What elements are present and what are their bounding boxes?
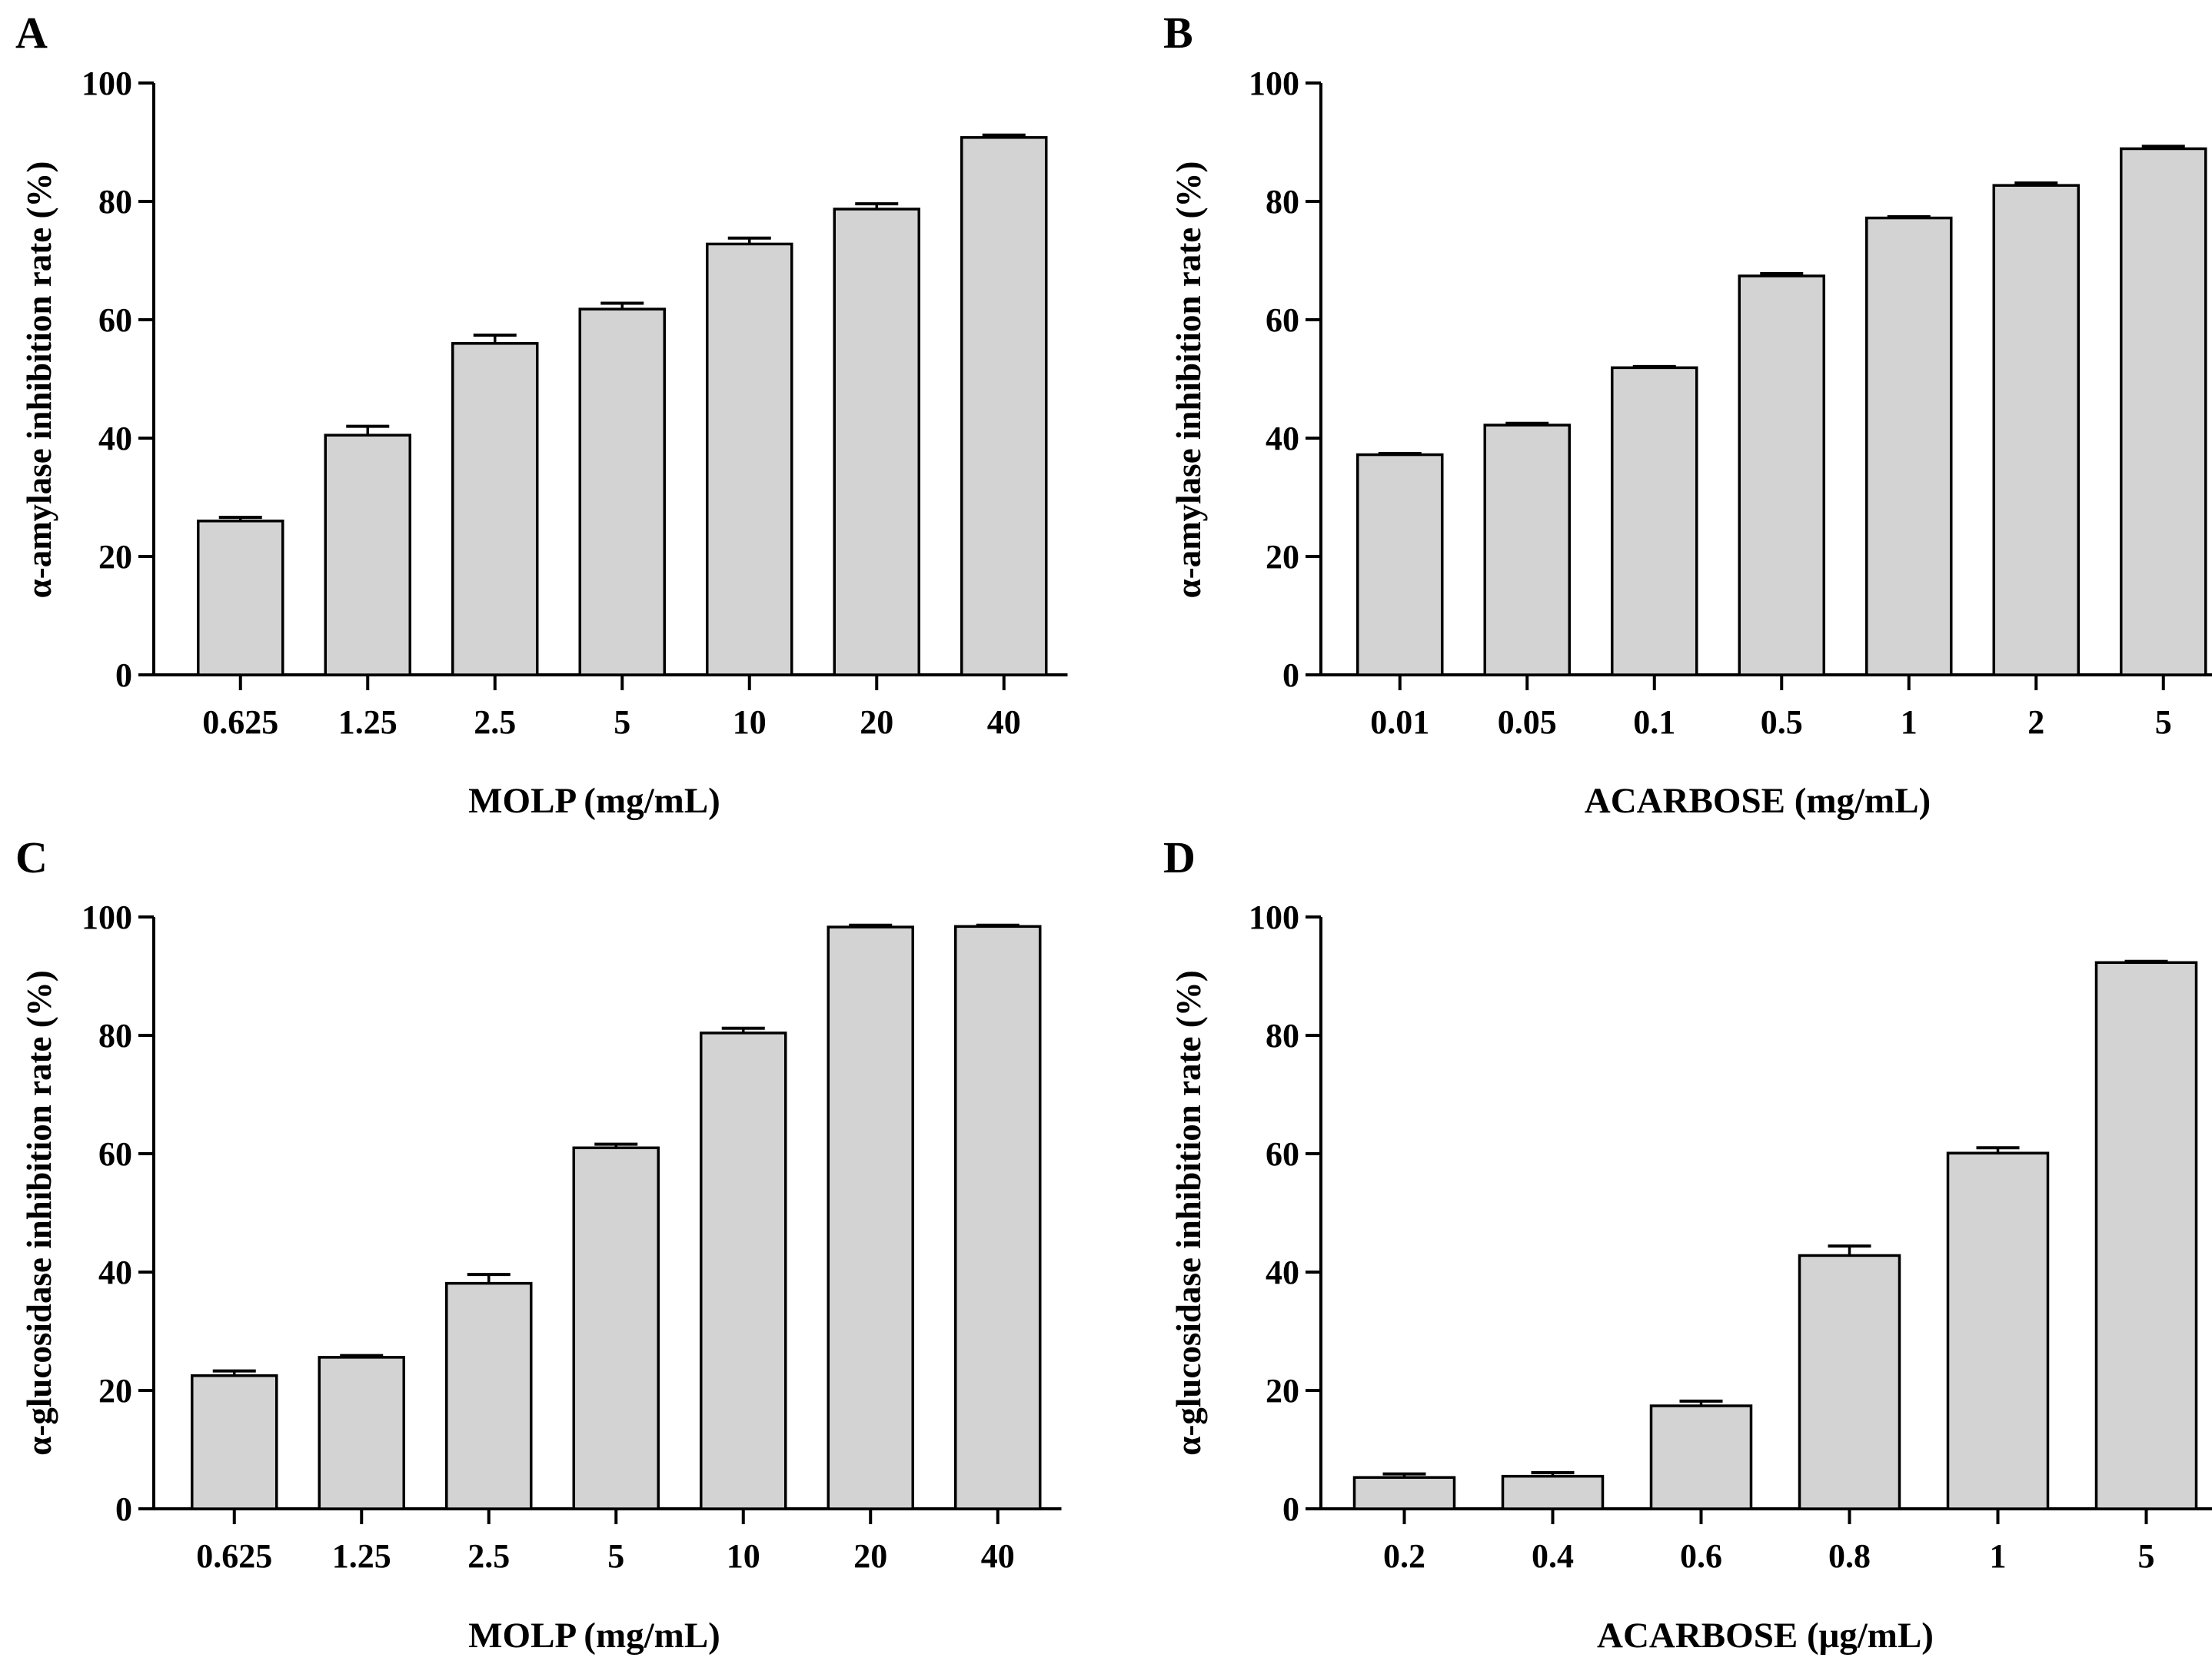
y-tick-label: 80 <box>1266 1017 1299 1055</box>
y-tick-label: 0 <box>1282 1490 1299 1528</box>
y-tick-label: 60 <box>98 301 132 339</box>
x-tick-label: 0.625 <box>196 1537 272 1575</box>
bar <box>700 1032 787 1510</box>
x-tick-label: 2.5 <box>467 1537 510 1575</box>
bar <box>954 925 1042 1510</box>
y-tick-label: 20 <box>1266 538 1299 576</box>
x-axis-title: MOLP (mg/mL) <box>468 781 720 821</box>
y-tick-label: 80 <box>98 1017 132 1055</box>
x-tick-label: 10 <box>727 1537 760 1575</box>
x-tick-label: 1 <box>1901 703 1918 741</box>
bar <box>1356 453 1444 676</box>
bar <box>1649 1404 1753 1510</box>
bar <box>445 1281 533 1510</box>
bar <box>1865 216 1953 676</box>
y-tick-label: 80 <box>98 183 132 221</box>
x-tick-label: 0.01 <box>1370 703 1429 741</box>
panel-letter: C <box>15 832 48 882</box>
panel-letter: B <box>1163 8 1193 58</box>
x-tick-label: 0.5 <box>1761 703 1803 741</box>
x-tick-label: 0.05 <box>1498 703 1557 741</box>
x-tick-label: 20 <box>860 703 893 741</box>
x-tick-label: 2 <box>2027 703 2044 741</box>
bar <box>2120 147 2207 676</box>
x-axis-title: MOLP (mg/mL) <box>468 1616 720 1656</box>
x-tick-label: 1.25 <box>338 703 397 741</box>
x-tick-label: 0.2 <box>1383 1537 1425 1575</box>
bar <box>1483 424 1571 676</box>
y-tick-label: 80 <box>1266 183 1299 221</box>
bar <box>833 208 920 676</box>
y-tick-label: 20 <box>98 1372 132 1410</box>
x-tick-label: 5 <box>607 1537 624 1575</box>
bar <box>572 1146 660 1510</box>
y-axis-title: α-glucosidase inhibition rate (%) <box>20 970 58 1455</box>
panel-a: A MOLP (mg/mL) α-amylase inhibition rate… <box>15 8 1068 821</box>
x-tick-label: 10 <box>733 703 767 741</box>
y-tick-label: 0 <box>115 656 132 694</box>
bar <box>191 1374 278 1510</box>
x-tick-label: 0.1 <box>1633 703 1675 741</box>
bar <box>324 434 411 676</box>
panel-letter: D <box>1163 832 1196 882</box>
y-tick-label: 40 <box>1266 1254 1299 1291</box>
y-tick-label: 100 <box>81 65 132 102</box>
panel-d: D ACARBOSE (μg/mL) α-glucosidase inhibit… <box>1163 832 2212 1656</box>
x-axis-title: ACARBOSE (mg/mL) <box>1585 781 1931 821</box>
y-tick-label: 60 <box>1266 301 1299 339</box>
y-tick-label: 20 <box>1266 1372 1299 1410</box>
x-tick-label: 1 <box>1990 1537 2007 1575</box>
bar <box>1738 274 1825 676</box>
x-tick-label: 0.4 <box>1532 1537 1574 1575</box>
bar <box>1992 184 2080 676</box>
y-axis-title: α-amylase inhibition rate (%) <box>20 161 58 599</box>
bar <box>2094 961 2198 1510</box>
y-tick-label: 40 <box>98 1254 132 1291</box>
bar <box>960 136 1048 676</box>
panel-letter: A <box>15 8 48 58</box>
x-tick-label: 40 <box>981 1537 1015 1575</box>
y-tick-label: 100 <box>81 899 132 936</box>
panel-c: C MOLP (mg/mL) α-glucosidase inhibition … <box>15 832 1062 1656</box>
x-tick-label: 20 <box>853 1537 887 1575</box>
x-tick-label: 40 <box>987 703 1021 741</box>
x-tick-label: 0.6 <box>1680 1537 1722 1575</box>
x-tick-label: 2.5 <box>474 703 516 741</box>
y-tick-label: 100 <box>1249 899 1299 936</box>
bar <box>827 925 914 1510</box>
x-tick-label: 0.8 <box>1828 1537 1871 1575</box>
x-tick-label: 1.25 <box>332 1537 391 1575</box>
x-tick-label: 5 <box>614 703 630 741</box>
y-tick-label: 0 <box>115 1490 132 1528</box>
bar <box>578 307 666 676</box>
y-tick-label: 100 <box>1249 65 1299 102</box>
bar <box>706 242 793 676</box>
bar <box>1501 1474 1605 1510</box>
x-tick-label: 5 <box>2138 1537 2155 1575</box>
bar <box>1946 1151 2050 1510</box>
panel-b: B ACARBOSE (mg/mL) α-amylase inhibition … <box>1163 8 2212 821</box>
bar <box>318 1356 405 1510</box>
bar <box>197 520 284 676</box>
y-tick-label: 40 <box>98 420 132 457</box>
y-tick-label: 40 <box>1266 420 1299 457</box>
y-axis-title: α-amylase inhibition rate (%) <box>1169 161 1208 599</box>
bar <box>451 342 539 676</box>
y-tick-label: 60 <box>98 1135 132 1173</box>
bar <box>1611 366 1698 676</box>
y-tick-label: 60 <box>1266 1135 1299 1173</box>
bar <box>1352 1476 1456 1510</box>
x-tick-label: 5 <box>2155 703 2172 741</box>
bar <box>1798 1254 1901 1510</box>
y-tick-label: 0 <box>1282 656 1299 694</box>
x-tick-label: 0.625 <box>202 703 278 741</box>
y-axis-title: α-glucosidase inhibition rate (%) <box>1169 970 1208 1455</box>
x-axis-title: ACARBOSE (μg/mL) <box>1597 1616 1934 1656</box>
y-tick-label: 20 <box>98 538 132 576</box>
